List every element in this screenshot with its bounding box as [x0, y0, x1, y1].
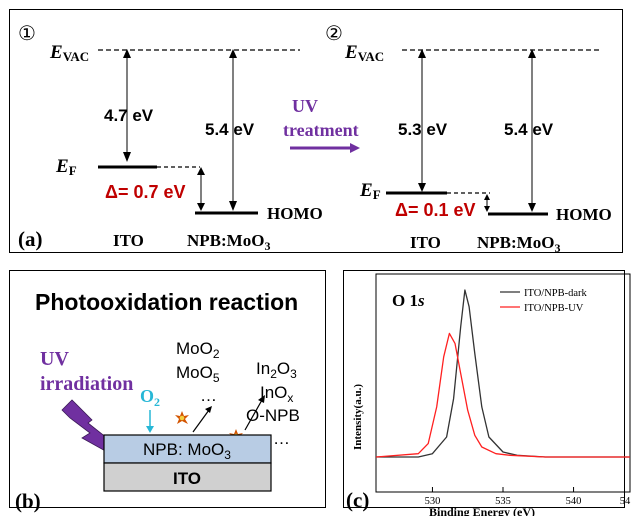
diagram1-marker: ①: [18, 23, 36, 45]
series-line-dark: [376, 289, 630, 458]
product-in2o3: In2O3: [256, 359, 297, 381]
xps-chart: O 1s Intensity(a.u.) Binding Energy (eV)…: [352, 273, 631, 516]
panel-a: [9, 9, 623, 253]
series-line-uv: [375, 332, 630, 458]
product-moo2: MoO2: [176, 339, 220, 361]
npb-moo3-layer: [103, 434, 272, 464]
diagram2-ito-arrow: [418, 183, 426, 192]
chart-title: O 1s: [392, 291, 425, 310]
diagram2-marker: ②: [325, 23, 343, 45]
panel-c: [343, 270, 625, 508]
diagram2-npb-label: NPB:MoO3: [477, 233, 560, 255]
x-tick-label: 535: [495, 496, 511, 507]
diagram2-ito-work-function: 5.3 eV: [398, 120, 448, 139]
panel-c-label: (c): [346, 488, 370, 512]
uv-treatment-line2: treatment: [283, 120, 359, 140]
diagram1-ef-label: EF: [55, 156, 77, 178]
product-inox: InOx: [260, 383, 293, 405]
diagram1-ito-work-function: 4.7 eV: [104, 106, 154, 125]
panel-a-label: (a): [18, 227, 43, 251]
diagram2-npb-level: 5.4 eV: [504, 120, 554, 139]
uv-irradiation-line1: UV: [40, 348, 69, 370]
product-o-npb: O-NPB: [246, 406, 300, 425]
product-ellipsis-right: …: [273, 429, 290, 448]
diagram2-ito-label: ITO: [410, 233, 441, 252]
ito-layer-label: ITO: [173, 469, 201, 488]
diagram2-ef-label: EF: [359, 180, 381, 202]
x-tick-label: 54: [620, 496, 631, 507]
diagram2-delta: Δ= 0.1 eV: [395, 200, 476, 220]
panel-b: [9, 270, 326, 508]
panel-b-diagram: Photooxidation reaction UV irradiation O…: [15, 289, 300, 513]
uv-irradiation-line2: irradiation: [40, 373, 133, 395]
diagram1-evac-label: EVAC: [49, 42, 89, 64]
spark-icon: [175, 411, 189, 424]
panel-a-diagram: ① EVAC 4.7 eV 5.4 eV EF Δ= 0.7 eV HOMO I…: [18, 23, 612, 255]
x-axis-label: Binding Energy (eV): [429, 505, 535, 516]
diagram1-delta: Δ= 0.7 eV: [105, 182, 186, 202]
x-tick-label: 530: [425, 496, 441, 507]
diagram1-homo-label: HOMO: [267, 204, 323, 223]
oxygen-label: O2: [140, 386, 160, 409]
npb-moo3-layer-label: NPB: MoO3: [143, 440, 231, 462]
diagram2-npb-arrow: [528, 203, 536, 212]
x-tick-label: 540: [566, 496, 582, 507]
diagram1-ito-label: ITO: [113, 231, 144, 250]
diagram1-npb-label: NPB:MoO3: [187, 231, 270, 253]
legend-label-uv: ITO/NPB-UV: [524, 303, 584, 314]
diagram2-homo-label: HOMO: [556, 205, 612, 224]
product-arrow-right: [244, 399, 263, 431]
y-axis-label: Intensity(a.u.): [352, 384, 364, 450]
panel-b-label: (b): [15, 489, 41, 513]
product-moo5: MoO5: [176, 363, 220, 385]
diagram1-npb-level: 5.4 eV: [205, 120, 255, 139]
diagram2-evac-label: EVAC: [344, 42, 384, 64]
ito-layer: [103, 462, 272, 492]
product-ellipsis-left: …: [200, 386, 217, 405]
diagram1-ito-arrow: [123, 152, 131, 162]
panel-b-title: Photooxidation reaction: [35, 289, 298, 315]
uv-treatment-line1: UV: [292, 96, 318, 116]
legend-label-dark: ITO/NPB-dark: [524, 288, 588, 299]
diagram1-npb-arrow: [229, 201, 237, 211]
product-arrow-left: [192, 409, 210, 433]
